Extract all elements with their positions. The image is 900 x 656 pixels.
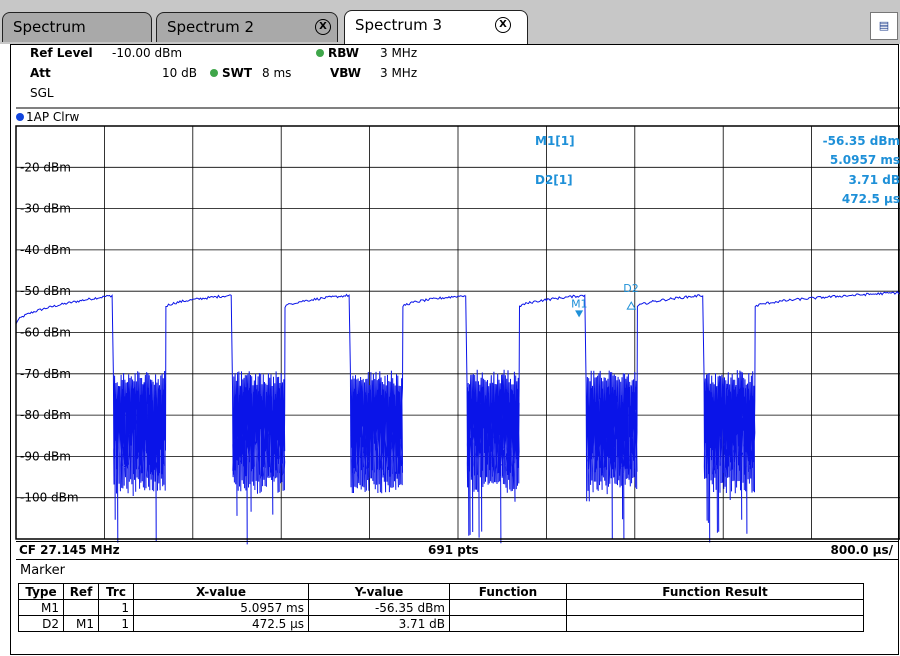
tab-spectrum-2[interactable]: Spectrum 2 X xyxy=(156,12,338,42)
center-frequency[interactable]: CF 27.145 MHz xyxy=(19,543,120,557)
swt-value: 8 ms xyxy=(262,66,292,80)
trace-dot-icon xyxy=(16,113,24,121)
status-dot-icon xyxy=(316,49,324,57)
marker-table-header: Type Ref Trc X-value Y-value Function Fu… xyxy=(18,583,864,600)
y-tick-label: -50 dBm xyxy=(20,284,71,298)
marker-triangle-icon xyxy=(575,310,584,318)
time-scale[interactable]: 800.0 µs/ xyxy=(830,543,894,557)
y-tick-label: -60 dBm xyxy=(20,326,71,340)
tab-label: Spectrum xyxy=(13,18,86,36)
tab-bar: Spectrum Spectrum 2 X Spectrum 3 X ▤ xyxy=(0,0,900,44)
markers: M1 D2 xyxy=(571,282,639,318)
col-y-value: Y-value xyxy=(308,583,450,600)
table-row[interactable]: M1 1 5.0957 ms -56.35 dBm xyxy=(18,599,864,616)
ref-level-value: -10.00 dBm xyxy=(112,46,183,60)
status-bar: CF 27.145 MHz 691 pts 800.0 µs/ xyxy=(16,541,899,560)
sweep-points[interactable]: 691 pts xyxy=(428,543,479,557)
col-function-result: Function Result xyxy=(566,583,864,600)
tab-spectrum-3[interactable]: Spectrum 3 X xyxy=(344,10,528,44)
vbw-label: VBW xyxy=(330,66,362,80)
swt-setting[interactable]: SWT xyxy=(210,66,252,80)
att-value: 10 dB xyxy=(162,66,197,80)
d2-readout-level: 3.71 dB xyxy=(848,173,900,187)
col-trc: Trc xyxy=(98,583,134,600)
marker-label: M1 xyxy=(571,297,588,310)
trace-line xyxy=(15,290,900,545)
close-icon[interactable]: X xyxy=(495,17,511,33)
m1-readout-label: M1[1] xyxy=(535,134,575,148)
marker-table-title: Marker xyxy=(20,563,65,578)
marker-label: D2 xyxy=(623,282,638,295)
marker-d2: D2 xyxy=(623,282,639,310)
d2-readout-label: D2[1] xyxy=(535,173,573,187)
measurement-window xyxy=(10,44,899,655)
y-tick-label: -100 dBm xyxy=(20,491,79,505)
tab-spectrum[interactable]: Spectrum xyxy=(2,12,152,42)
table-icon[interactable]: ▤ xyxy=(870,12,898,40)
tab-label: Spectrum 3 xyxy=(355,16,442,34)
y-axis-labels: -20 dBm -30 dBm -40 dBm -50 dBm -60 dBm -70 d… xyxy=(20,160,79,504)
close-icon[interactable]: X xyxy=(315,19,331,35)
att-label: Att xyxy=(30,66,51,80)
status-dot-icon xyxy=(210,69,218,77)
marker-m1: M1 xyxy=(571,297,588,318)
marker-table: Type Ref Trc X-value Y-value Function Fu… xyxy=(18,583,864,632)
col-ref: Ref xyxy=(63,583,99,600)
delta-marker-icon xyxy=(626,301,637,310)
plot-border xyxy=(15,125,900,540)
ref-level-label: Ref Level xyxy=(30,46,93,60)
rbw-value: 3 MHz xyxy=(380,46,418,60)
sweep-mode: SGL xyxy=(30,86,54,100)
tab-label: Spectrum 2 xyxy=(167,18,254,36)
m1-readout-level: -56.35 dBm xyxy=(822,134,900,148)
trace-label[interactable]: 1AP Clrw xyxy=(16,110,79,124)
y-tick-label: -70 dBm xyxy=(20,367,71,381)
y-tick-label: -30 dBm xyxy=(20,202,71,216)
vbw-value: 3 MHz xyxy=(380,66,418,80)
y-tick-label: -40 dBm xyxy=(20,243,71,257)
col-type: Type xyxy=(18,583,64,600)
col-function: Function xyxy=(449,583,567,600)
y-tick-label: -20 dBm xyxy=(20,160,71,174)
y-tick-label: -80 dBm xyxy=(20,408,71,422)
m1-readout-time: 5.0957 ms xyxy=(829,153,900,167)
table-row[interactable]: D2 M1 1 472.5 µs 3.71 dB xyxy=(18,615,864,632)
col-x-value: X-value xyxy=(133,583,309,600)
y-tick-label: -90 dBm xyxy=(20,449,71,463)
rbw-setting[interactable]: RBW xyxy=(316,46,359,60)
d2-readout-time: 472.5 µs xyxy=(841,192,900,206)
